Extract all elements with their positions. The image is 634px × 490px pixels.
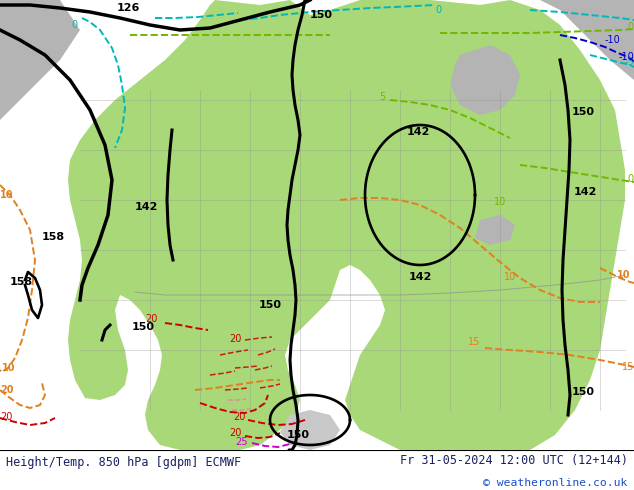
Text: 15: 15 <box>621 362 634 372</box>
Text: 126: 126 <box>116 3 139 13</box>
Text: 0: 0 <box>628 174 634 184</box>
Text: 20: 20 <box>229 334 241 344</box>
Text: 20: 20 <box>233 412 246 422</box>
Text: Fr 31-05-2024 12:00 UTC (12+144): Fr 31-05-2024 12:00 UTC (12+144) <box>399 454 628 466</box>
Polygon shape <box>540 0 634 80</box>
Polygon shape <box>280 410 340 450</box>
Text: -10: -10 <box>605 35 621 45</box>
Text: 0: 0 <box>72 20 78 30</box>
Text: 0: 0 <box>628 22 634 32</box>
Text: 15: 15 <box>468 337 480 347</box>
Text: 25: 25 <box>235 437 248 447</box>
Text: 142: 142 <box>134 202 158 212</box>
Text: 5: 5 <box>378 92 385 102</box>
Text: -5: -5 <box>624 57 634 67</box>
Text: 150: 150 <box>572 387 595 397</box>
Text: 10: 10 <box>0 190 13 200</box>
Text: 10: 10 <box>2 363 15 373</box>
Text: Height/Temp. 850 hPa [gdpm] ECMWF: Height/Temp. 850 hPa [gdpm] ECMWF <box>6 456 242 469</box>
Text: 20: 20 <box>0 385 13 395</box>
Text: 10: 10 <box>504 272 516 282</box>
Text: 142: 142 <box>406 127 430 137</box>
Text: 20: 20 <box>230 428 242 438</box>
Text: 150: 150 <box>572 107 595 117</box>
Text: 20: 20 <box>0 412 13 422</box>
Text: 150: 150 <box>287 430 309 440</box>
Text: 150: 150 <box>310 10 333 20</box>
Text: 150: 150 <box>132 322 155 332</box>
Text: 20: 20 <box>146 314 158 324</box>
Text: 158: 158 <box>10 277 33 287</box>
Polygon shape <box>450 45 520 115</box>
Text: 142: 142 <box>574 187 597 197</box>
Text: -10: -10 <box>618 52 634 62</box>
Text: © weatheronline.co.uk: © weatheronline.co.uk <box>483 478 628 488</box>
Text: 150: 150 <box>259 300 282 310</box>
Polygon shape <box>475 215 515 245</box>
Polygon shape <box>68 0 625 450</box>
Text: 10: 10 <box>616 270 630 280</box>
Text: 158: 158 <box>42 232 65 242</box>
Text: 142: 142 <box>408 272 432 282</box>
Text: 0: 0 <box>435 5 441 15</box>
Text: 10: 10 <box>494 197 506 207</box>
Polygon shape <box>0 0 80 120</box>
